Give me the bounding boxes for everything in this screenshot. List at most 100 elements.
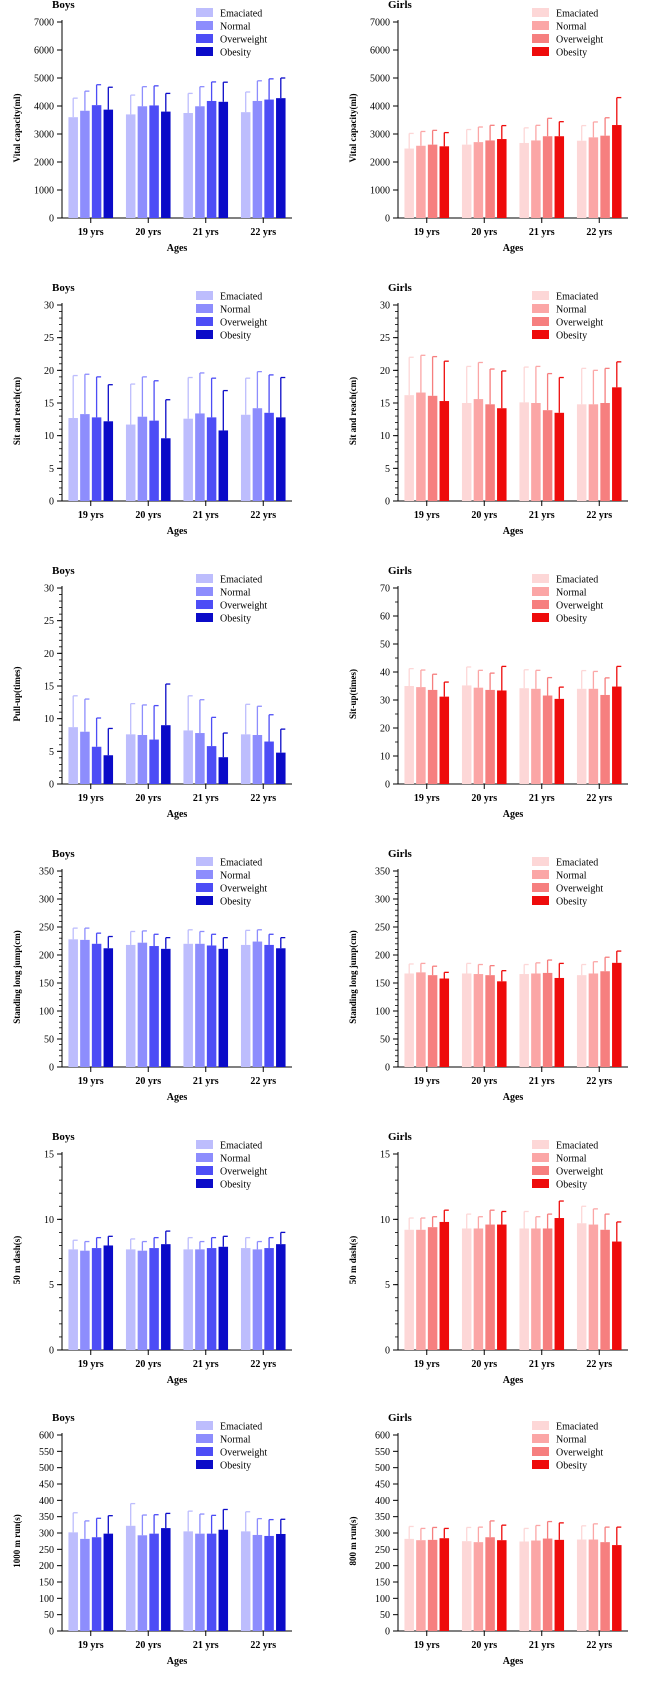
bar-normal [80,1538,90,1631]
legend-swatch-normal [196,870,213,879]
legend-swatch-emaciated [532,857,549,866]
legend: Emaciated Normal Overweight Obesity [196,291,267,342]
bar-overweight [91,1537,102,1631]
bar-overweight [91,417,102,501]
bar-overweight [427,144,438,218]
y-tick-label: 15 [380,1150,390,1161]
bar-normal [252,1534,263,1631]
legend-label: Emaciated [556,1141,598,1152]
legend-swatch-emaciated [532,8,549,17]
x-tick-label: 20 yrs [471,227,497,238]
x-axis-label: Ages [503,526,524,537]
x-tick-label: 22 yrs [250,1076,276,1087]
bar-emaciated [183,730,193,784]
x-tick-label: 21 yrs [529,1640,555,1651]
bar-normal [588,404,599,501]
y-tick-label: 250 [39,1545,54,1556]
bar-emaciated [404,686,414,784]
legend-swatch-overweight [532,317,549,326]
legend-label: Overweight [220,1167,267,1178]
y-tick-label: 4000 [370,102,390,113]
y-tick-label: 50 [44,1035,54,1046]
bar-obesity [439,978,450,1067]
y-tick-label: 5000 [370,74,390,85]
x-tick-label: 20 yrs [135,510,161,521]
chart-panel-8: Girls 0 50 100 150 200 250 300 350 19 yrs 20 yrs 21… [348,848,628,1103]
panel-label: Boys [52,282,75,294]
legend-swatch-emaciated [196,8,213,17]
y-tick-label: 30 [44,584,54,595]
x-tick-label: 20 yrs [135,793,161,804]
legend-label: Overweight [556,601,603,612]
legend-label: Obesity [220,1461,251,1472]
legend-label: Emaciated [220,1422,262,1433]
x-tick-label: 19 yrs [78,1359,104,1370]
bar-overweight [264,741,274,784]
bar-overweight [206,100,217,218]
bar-overweight [485,1537,495,1631]
legend-label: Normal [556,871,587,882]
bar-overweight [427,395,438,501]
y-tick-label: 30 [380,696,390,707]
x-tick-label: 22 yrs [250,1359,276,1370]
bar-obesity [497,1540,507,1631]
x-tick-label: 22 yrs [586,1076,612,1087]
y-axis-label: Vital capacity(ml) [348,94,358,163]
y-tick-label: 7000 [34,18,54,29]
legend: Emaciated Normal Overweight Obesity [532,857,603,908]
y-tick-label: 20 [44,649,54,660]
bar-emaciated [240,1248,251,1350]
bar-overweight [91,105,102,218]
bar-normal [531,688,541,784]
legend: Emaciated Normal Overweight Obesity [532,1421,603,1472]
bar-obesity [612,387,622,501]
y-tick-label: 250 [375,923,390,934]
y-tick-label: 30 [380,301,390,312]
y-tick-label: 550 [375,1447,390,1458]
y-tick-label: 10 [44,714,54,725]
bar-obesity [276,752,286,784]
y-tick-label: 200 [39,1561,54,1572]
x-tick-label: 22 yrs [250,227,276,238]
bar-obesity [161,111,171,218]
legend-label: Normal [556,1435,587,1446]
legend-label: Emaciated [220,858,262,869]
bar-obesity [276,948,286,1067]
y-tick-label: 600 [375,1431,390,1442]
bar-overweight [264,1535,274,1631]
x-axis-label: Ages [503,1375,524,1386]
y-tick-label: 20 [380,366,390,377]
bar-overweight [149,420,159,501]
bar-emaciated [125,424,136,501]
y-tick-label: 0 [49,497,54,508]
bar-obesity [439,146,450,218]
bar-obesity [612,1241,622,1350]
bar-emaciated [240,734,251,784]
x-tick-label: 19 yrs [414,227,440,238]
bar-normal [588,1539,599,1631]
y-tick-label: 350 [375,867,390,878]
legend-swatch-normal [532,870,549,879]
bar-emaciated [461,403,472,501]
bar-obesity [218,101,229,218]
legend-swatch-emaciated [196,574,213,583]
y-tick-label: 20 [380,724,390,735]
panel-label: Girls [388,565,413,577]
y-tick-label: 200 [375,1561,390,1572]
bar-obesity [439,1221,450,1350]
bar-normal [137,1250,148,1350]
legend-label: Overweight [220,601,267,612]
panel-label: Boys [52,848,75,860]
bar-obesity [103,1245,114,1350]
legend-label: Obesity [556,48,587,59]
legend-swatch-emaciated [532,1140,549,1149]
y-tick-label: 300 [375,1529,390,1540]
chart-panel-5: Boys 0 5 10 15 20 25 30 19 yrs 20 yrs 21 yrs 22 yrs… [12,565,292,820]
bar-obesity [161,1528,171,1631]
x-tick-label: 19 yrs [414,1076,440,1087]
legend-swatch-obesity [196,330,213,339]
y-tick-label: 400 [375,1496,390,1507]
legend-label: Obesity [220,1180,251,1191]
bar-normal [80,939,90,1067]
